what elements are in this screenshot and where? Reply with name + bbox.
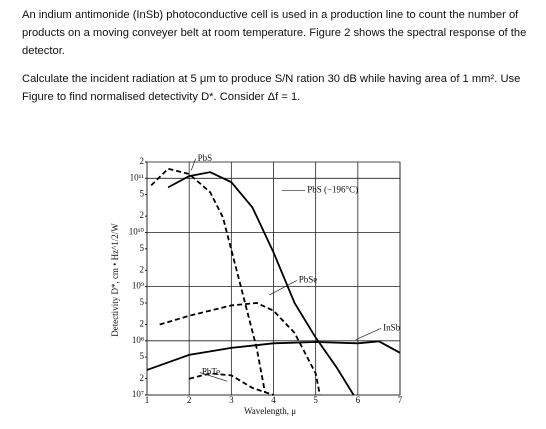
series-line (146, 340, 401, 371)
series-label: InSb (383, 322, 401, 332)
series-label: PbS (−196°C) (307, 184, 358, 194)
x-tick-label: 5 (313, 395, 318, 405)
leader-line (269, 280, 297, 296)
x-tick-label: 6 (356, 395, 361, 405)
x-axis-label: Wavelength, μ (244, 406, 296, 416)
x-tick-label: 4 (271, 395, 276, 405)
y-tick-label: 2 (140, 210, 145, 220)
series-label: PbS (198, 153, 213, 163)
y-tick-label: 2 (140, 373, 145, 383)
y-tick-label: 10¹¹ (130, 172, 145, 182)
y-tick-label: 5 (140, 351, 145, 361)
series-line (150, 167, 266, 393)
series-line (159, 302, 321, 396)
leader-line (190, 158, 196, 171)
chart: Wavelength, μ Detectivity D*, cm • Hz^1/… (110, 153, 403, 416)
y-tick-label: 10⁹ (132, 281, 144, 291)
y-tick-label: 10⁸ (132, 335, 144, 345)
series-line (188, 372, 274, 396)
y-tick-label: 5 (140, 243, 145, 253)
y-tick-label: 2 (140, 264, 145, 274)
y-tick-label: 2 (140, 319, 145, 329)
paragraph: An indium antimonide (InSb) photoconduct… (22, 9, 527, 57)
x-tick-label: 2 (187, 395, 192, 405)
leader-line (199, 372, 228, 382)
series-label: PbTe (202, 367, 220, 377)
y-tick-label: 10⁷ (132, 389, 144, 399)
x-tick-label: 1 (145, 395, 150, 405)
y-axis-label: Detectivity D*, cm • Hz^1/2/W (110, 223, 120, 337)
paragraph: Calculate the incident radiation at 5 μm… (22, 73, 521, 103)
x-tick-label: 7 (398, 395, 403, 405)
leader-line (355, 328, 382, 340)
y-tick-label: 10¹⁰ (129, 227, 145, 237)
y-tick-label: 5 (140, 297, 145, 307)
x-tick-label: 3 (229, 395, 234, 405)
y-tick-label: 2 (140, 156, 145, 166)
y-tick-label: 5 (140, 189, 145, 199)
series-label: PbSe (299, 275, 318, 285)
series-line (167, 171, 355, 396)
